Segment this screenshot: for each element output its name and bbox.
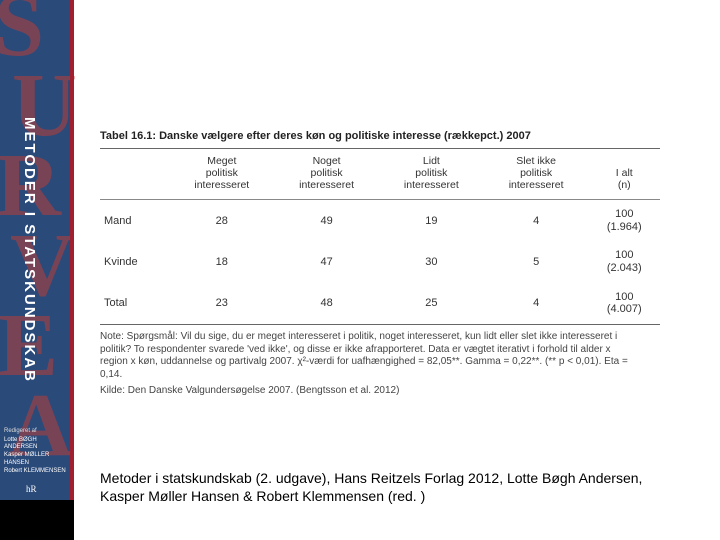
row-label: Kvinde xyxy=(100,241,169,282)
cell: 28 xyxy=(169,200,274,242)
cell: 4 xyxy=(484,283,589,325)
row-label: Total xyxy=(100,283,169,325)
spine-title: METODER I STATSKUNDSKAB xyxy=(21,117,38,383)
cell: 48 xyxy=(274,283,379,325)
table-note: Note: Spørgsmål: Vil du sige, du er mege… xyxy=(100,331,640,381)
table-source: Kilde: Den Danske Valgundersøgelse 2007.… xyxy=(100,385,660,396)
col-header: I alt(n) xyxy=(589,149,660,200)
data-table: Megetpolitiskinteresseret Nogetpolitiski… xyxy=(100,148,660,325)
cell: 23 xyxy=(169,283,274,325)
book-spine: S U R V E A METODER I STATSKUNDSKAB Redi… xyxy=(0,0,70,500)
spine-redigeret-label: Redigeret af xyxy=(4,428,66,435)
main-content: Tabel 16.1: Danske vælgere efter deres k… xyxy=(100,130,660,396)
col-header: Lidtpolitiskinteresseret xyxy=(379,149,484,200)
col-header: Nogetpolitiskinteresseret xyxy=(274,149,379,200)
spine-author: Lotte BØGH ANDERSEN xyxy=(4,437,66,451)
spine-authors: Lotte BØGH ANDERSEN Kasper MØLLER HANSEN… xyxy=(4,437,66,475)
citation-text: Metoder i statskundskab (2. udgave), Han… xyxy=(100,470,690,505)
cell: 49 xyxy=(274,200,379,242)
table-row: Mand 28 49 19 4 100 (1.964) xyxy=(100,200,660,242)
decor-letter: V xyxy=(10,230,75,302)
spine-red-strip xyxy=(70,0,74,500)
col-header: Megetpolitiskinteresseret xyxy=(169,149,274,200)
col-header xyxy=(100,149,169,200)
cell: 18 xyxy=(169,241,274,282)
table-header-row: Megetpolitiskinteresseret Nogetpolitiski… xyxy=(100,149,660,200)
table-row: Kvinde 18 47 30 5 100 (2.043) xyxy=(100,241,660,282)
col-header: Slet ikkepolitiskinteresseret xyxy=(484,149,589,200)
decor-letter: S xyxy=(0,0,44,62)
cell: 25 xyxy=(379,283,484,325)
spine-black-extension xyxy=(0,500,74,540)
table-caption: Tabel 16.1: Danske vælgere efter deres k… xyxy=(100,130,660,142)
publisher-logo: hR xyxy=(26,484,37,494)
spine-author: Robert KLEMMENSEN xyxy=(4,468,66,475)
spine-author: Kasper MØLLER HANSEN xyxy=(4,452,66,466)
total-cell: 100 (4.007) xyxy=(589,283,660,325)
cell: 5 xyxy=(484,241,589,282)
cell: 19 xyxy=(379,200,484,242)
total-cell: 100 (1.964) xyxy=(589,200,660,242)
total-cell: 100 (2.043) xyxy=(589,241,660,282)
cell: 4 xyxy=(484,200,589,242)
spine-credits: Redigeret af Lotte BØGH ANDERSEN Kasper … xyxy=(4,428,66,476)
row-label: Mand xyxy=(100,200,169,242)
cell: 47 xyxy=(274,241,379,282)
table-row: Total 23 48 25 4 100 (4.007) xyxy=(100,283,660,325)
cell: 30 xyxy=(379,241,484,282)
